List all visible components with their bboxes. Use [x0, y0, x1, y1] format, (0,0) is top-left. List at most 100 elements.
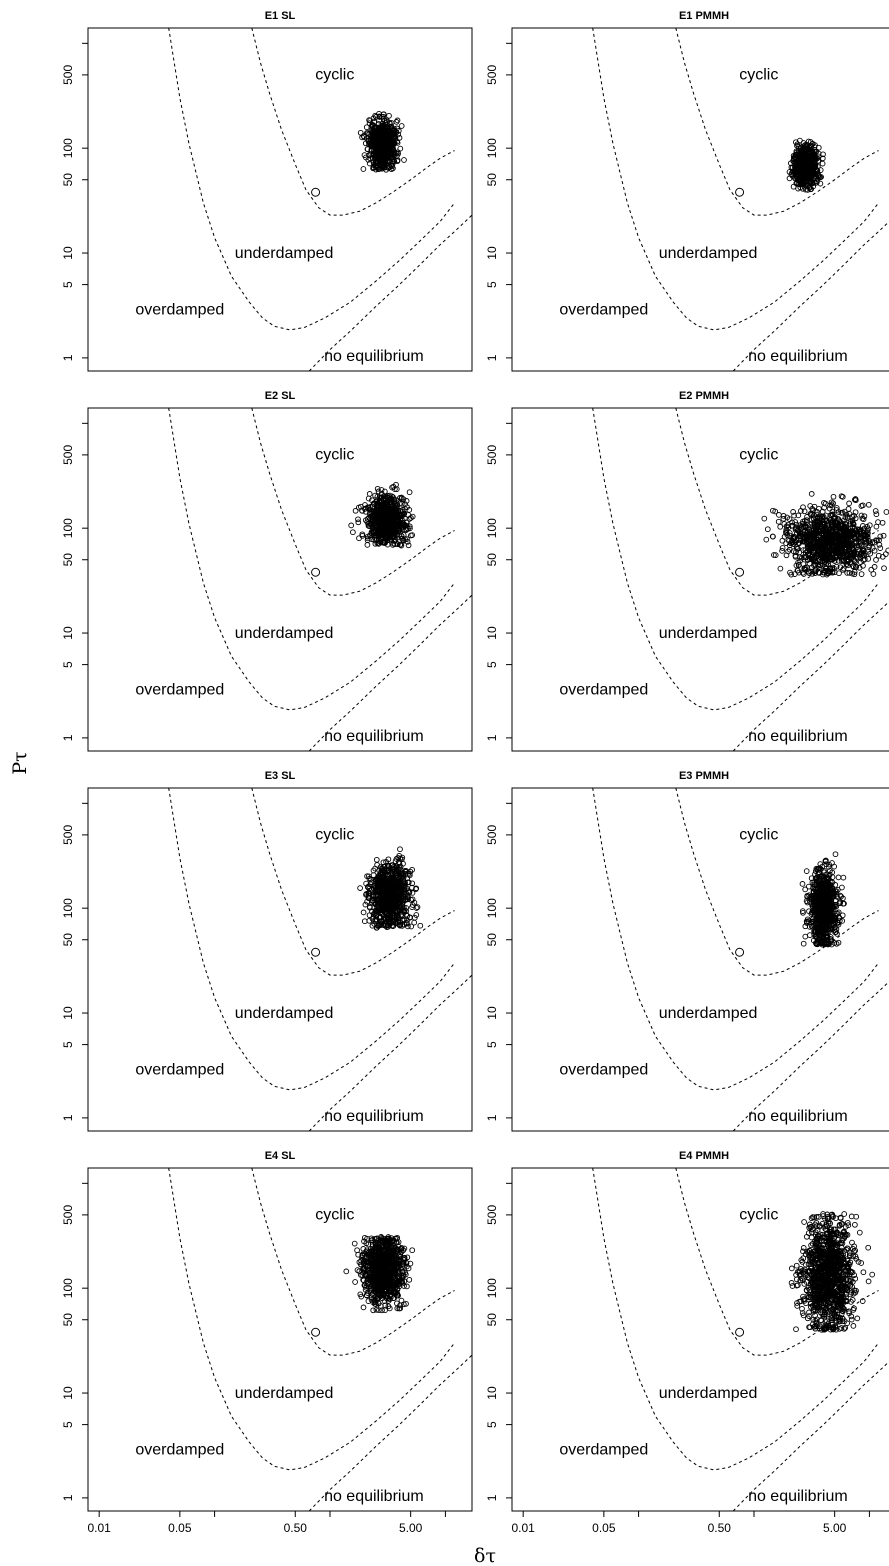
data-point [879, 553, 886, 560]
y-tick-label: 100 [485, 518, 499, 538]
data-point [791, 571, 798, 577]
data-point [777, 565, 784, 572]
data-point [853, 551, 860, 558]
data-point [404, 920, 410, 927]
data-point [844, 543, 851, 549]
data-point [360, 166, 367, 172]
data-point [799, 908, 806, 914]
region-label-overdamped: overdamped [559, 301, 648, 318]
data-point [401, 909, 408, 915]
data-point [390, 885, 397, 892]
data-point [875, 552, 882, 559]
data-point [837, 552, 843, 559]
data-point [830, 921, 837, 928]
data-point [406, 489, 413, 496]
data-point [391, 511, 398, 518]
data-point [819, 914, 826, 921]
y-tick-label: 5 [485, 281, 499, 288]
data-point [823, 910, 829, 916]
data-point [381, 888, 388, 894]
data-point [786, 516, 793, 522]
data-point [375, 151, 382, 158]
data-point [807, 552, 814, 558]
data-point [385, 150, 391, 156]
data-point [395, 897, 402, 904]
data-point [374, 862, 380, 868]
data-point [795, 559, 801, 566]
data-point [803, 178, 810, 185]
data-point [800, 140, 807, 146]
data-point [811, 907, 818, 913]
data-point [794, 142, 800, 149]
data-point [369, 922, 376, 929]
data-point [793, 161, 799, 168]
data-point [404, 912, 411, 919]
data-point [814, 876, 820, 883]
data-point [834, 886, 841, 893]
data-point [373, 856, 380, 863]
data-point [411, 899, 418, 906]
data-point [789, 540, 795, 546]
data-point [402, 880, 409, 886]
y-tick-label: 100 [61, 138, 75, 158]
data-point [370, 164, 377, 171]
data-point [370, 528, 376, 535]
data-point [799, 520, 806, 527]
panel-frame [511, 27, 889, 372]
y-tick-label: 50 [485, 553, 499, 567]
data-point [811, 144, 818, 150]
data-point [816, 547, 823, 554]
data-point [368, 521, 375, 527]
y-tick-label: 5 [61, 661, 75, 668]
data-point [373, 537, 379, 544]
data-point [384, 922, 391, 929]
region-label-cyclic: cyclic [739, 67, 778, 84]
data-point [399, 854, 406, 861]
data-point [807, 503, 814, 509]
data-point [833, 888, 840, 895]
data-point [824, 537, 831, 544]
data-point [844, 570, 851, 576]
data-point [832, 514, 839, 521]
region-label-underdamped: underdamped [659, 1005, 758, 1022]
data-point [829, 860, 835, 866]
data-point [388, 136, 395, 142]
data-point [372, 901, 379, 908]
data-point [843, 551, 850, 558]
data-point [833, 550, 839, 556]
reference-point [735, 567, 745, 577]
data-point [833, 505, 840, 511]
data-point [839, 544, 845, 550]
data-point [775, 518, 782, 525]
plot-area [168, 408, 472, 751]
data-point [772, 508, 779, 515]
data-point [405, 542, 412, 549]
data-point [812, 154, 818, 160]
data-point [375, 166, 382, 173]
boundary-curve [251, 788, 455, 976]
data-point [378, 524, 384, 531]
boundary-curve [592, 28, 879, 331]
data-point [394, 912, 400, 919]
boundary-curve [308, 594, 472, 751]
data-point [391, 158, 397, 164]
data-point [790, 541, 797, 547]
data-point [409, 1247, 416, 1254]
data-point [831, 558, 838, 564]
data-point [401, 157, 407, 163]
data-point [355, 504, 362, 511]
data-point [819, 517, 825, 524]
data-point [386, 119, 393, 126]
data-point [376, 117, 382, 124]
data-point [808, 555, 815, 562]
data-point [364, 898, 370, 905]
data-point [380, 893, 387, 900]
region-label-no-equilibrium: no equilibrium [748, 1108, 848, 1125]
data-point [379, 120, 386, 127]
data-point [816, 538, 822, 544]
data-point [389, 907, 396, 914]
data-point [359, 134, 365, 141]
